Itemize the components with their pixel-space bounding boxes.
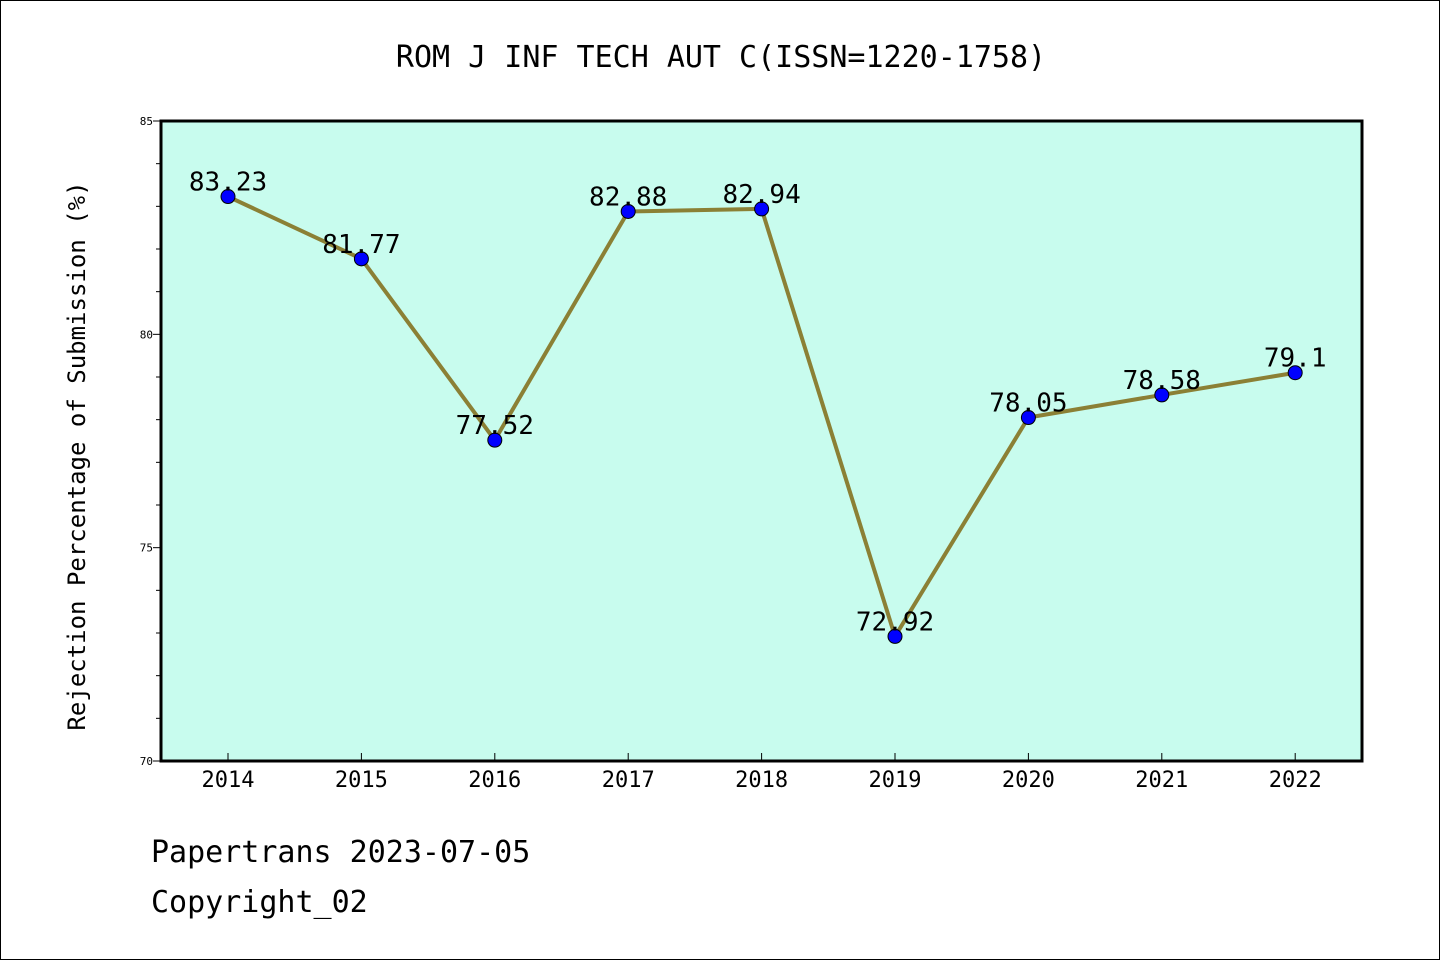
data-point <box>1287 365 1303 381</box>
x-tick-label: 2019 <box>869 768 922 793</box>
data-label: 81.77 <box>322 230 400 260</box>
data-point <box>754 201 770 217</box>
x-tick-label: 2020 <box>1002 768 1055 793</box>
x-tick-label: 2016 <box>468 768 521 793</box>
data-label: 82.94 <box>722 180 800 210</box>
data-point <box>887 628 903 644</box>
chart-title: ROM J INF TECH AUT C(ISSN=1220-1758) <box>396 40 1046 75</box>
x-tick-label: 2014 <box>202 768 255 793</box>
x-axis: 2014 2015 2016 2017 2018 2019 2020 2021 2022 <box>202 753 1322 793</box>
y-tick-label: 85 <box>140 115 153 128</box>
plot-area <box>159 119 1364 763</box>
x-tick-label: 2021 <box>1135 768 1188 793</box>
y-axis: 70 75 80 85 <box>140 115 161 768</box>
x-tick-label: 2015 <box>335 768 388 793</box>
data-point <box>1020 410 1036 426</box>
data-point <box>620 203 636 219</box>
data-label: 82.88 <box>589 182 667 212</box>
y-tick-label: 80 <box>140 328 153 341</box>
y-tick-label: 70 <box>140 755 153 768</box>
y-axis-label: Rejection Percentage of Submission (%) <box>63 181 91 730</box>
data-point <box>487 432 503 448</box>
data-label: 83.23 <box>189 168 267 198</box>
footer-date: Papertrans 2023-07-05 <box>151 835 531 870</box>
data-label: 78.58 <box>1123 366 1201 396</box>
x-tick-label: 2022 <box>1269 768 1322 793</box>
x-tick-label: 2017 <box>602 768 655 793</box>
y-tick-label: 75 <box>140 542 153 555</box>
footer-copyright: Copyright_02 <box>151 885 368 920</box>
data-label: 78.05 <box>989 389 1067 419</box>
data-point <box>220 189 236 205</box>
data-labels: 83.23 81.77 77.52 82.88 82.94 72.92 78.05 78.58… <box>189 168 1327 638</box>
data-label: 79.1 <box>1264 344 1327 374</box>
data-label: 77.52 <box>456 411 534 441</box>
data-points <box>220 189 1303 644</box>
data-point <box>1154 387 1170 403</box>
data-label: 72.92 <box>856 607 934 637</box>
x-tick-label: 2018 <box>735 768 788 793</box>
data-point <box>353 251 369 267</box>
